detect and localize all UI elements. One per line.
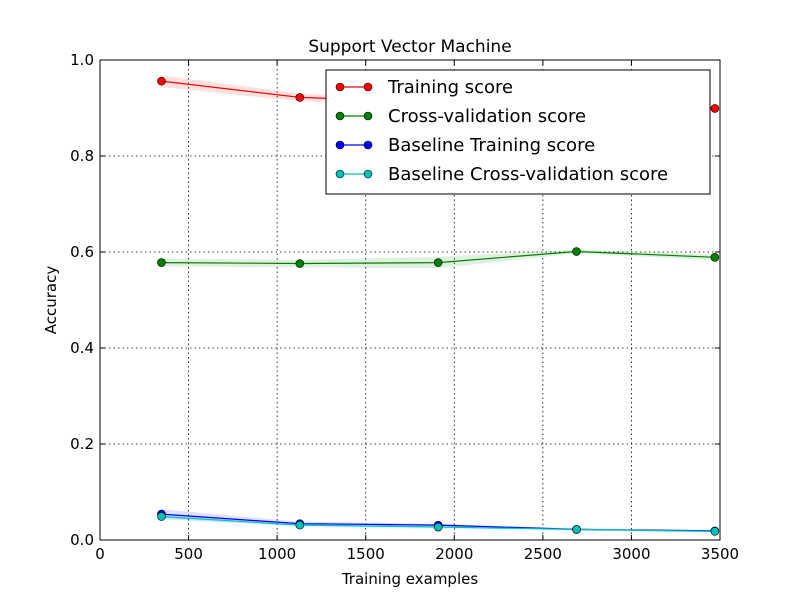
y-tick-label: 0.6: [70, 243, 94, 261]
series-3-point: [433, 522, 443, 532]
y-axis-label: Accuracy: [42, 266, 60, 335]
chart-title: Support Vector Machine: [308, 37, 511, 57]
x-axis-label: Training examples: [341, 570, 479, 588]
grid: [100, 60, 720, 540]
x-tick-label: 2000: [435, 545, 473, 563]
y-tick-label: 0.0: [70, 531, 94, 549]
x-tick-label: 3000: [612, 545, 650, 563]
legend: Training score Cross-validation score Base…: [325, 69, 711, 195]
series-3-point: [157, 512, 166, 521]
series-0-point: [157, 76, 166, 86]
plot-frame: [99, 59, 721, 541]
legend-entry: Cross-validation score: [335, 106, 586, 127]
legend-box: [325, 69, 711, 195]
x-tick-label: 1000: [258, 545, 296, 563]
x-tick-label: 2500: [524, 545, 562, 563]
legend-marker: [363, 82, 373, 92]
y-tick-label: 0.8: [70, 147, 94, 165]
legend-marker: [363, 169, 373, 179]
legend-marker: [363, 111, 373, 121]
axis-ticks: 0 500 1000 1500 2000 2500 3000 3500 0.0 0.2 0.4 0.6…: [70, 51, 739, 563]
series-3-point: [710, 527, 720, 536]
legend-marker: [335, 111, 345, 121]
legend-label: Baseline Cross-validation score: [388, 164, 668, 185]
x-tick-label: 3500: [701, 545, 739, 563]
series-points: [157, 76, 720, 536]
series-1-point: [572, 247, 581, 256]
legend-entry: Baseline Training score: [335, 135, 595, 156]
legend-label: Baseline Training score: [388, 135, 595, 156]
legend-marker: [363, 140, 373, 150]
series-1-point: [295, 259, 305, 268]
legend-entry: Baseline Cross-validation score: [335, 164, 668, 185]
legend-marker: [335, 82, 345, 92]
legend-entry: Training score: [335, 77, 513, 98]
y-tick-label: 0.2: [70, 435, 94, 453]
series-0-point: [710, 104, 720, 113]
legend-label: Training score: [387, 77, 513, 98]
y-tick-label: 0.4: [70, 339, 94, 357]
y-tick-label: 1.0: [70, 51, 94, 69]
series-1-point: [433, 258, 443, 267]
x-tick-label: 0: [95, 545, 105, 563]
series-0-point: [295, 93, 305, 102]
legend-marker: [335, 169, 345, 179]
series-1-point: [710, 252, 720, 262]
legend-label: Cross-validation score: [388, 106, 586, 127]
series-band-2: [161, 509, 715, 532]
series-1-point: [157, 258, 166, 267]
series-3-point: [295, 520, 305, 530]
series-3-point: [572, 525, 581, 534]
legend-marker: [335, 140, 345, 150]
x-tick-label: 1500: [347, 545, 385, 563]
x-tick-label: 500: [174, 545, 203, 563]
